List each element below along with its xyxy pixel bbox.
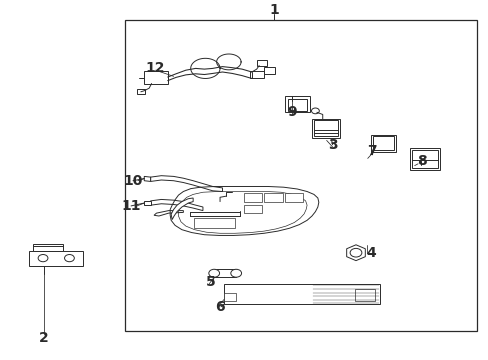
Polygon shape bbox=[150, 176, 222, 192]
Polygon shape bbox=[154, 211, 183, 216]
Text: 10: 10 bbox=[123, 174, 142, 188]
Polygon shape bbox=[144, 176, 150, 181]
Bar bbox=[243, 205, 262, 213]
Bar bbox=[370, 135, 395, 152]
Bar bbox=[243, 193, 262, 202]
Bar bbox=[354, 289, 374, 301]
Bar bbox=[411, 150, 437, 168]
Text: 7: 7 bbox=[366, 144, 376, 158]
Bar bbox=[284, 193, 303, 202]
Bar bbox=[124, 20, 476, 331]
Bar bbox=[264, 67, 274, 74]
Text: 4: 4 bbox=[366, 246, 376, 260]
Text: 9: 9 bbox=[287, 105, 297, 118]
Circle shape bbox=[208, 269, 219, 277]
Text: 2: 2 bbox=[39, 331, 49, 345]
Bar bbox=[256, 60, 266, 66]
Text: 11: 11 bbox=[121, 199, 141, 213]
Text: 3: 3 bbox=[327, 138, 337, 152]
Circle shape bbox=[64, 255, 74, 262]
Bar bbox=[193, 218, 235, 228]
Bar bbox=[33, 244, 62, 251]
Circle shape bbox=[349, 248, 361, 257]
Circle shape bbox=[38, 255, 48, 262]
Bar bbox=[250, 71, 264, 78]
Bar bbox=[311, 119, 340, 138]
Bar bbox=[224, 293, 236, 301]
Polygon shape bbox=[150, 199, 203, 211]
Bar bbox=[144, 71, 167, 84]
Text: 8: 8 bbox=[416, 154, 426, 168]
Bar bbox=[409, 148, 439, 170]
Bar bbox=[264, 193, 282, 202]
Bar bbox=[284, 96, 309, 112]
Text: 6: 6 bbox=[215, 300, 224, 314]
Polygon shape bbox=[171, 198, 193, 220]
Bar bbox=[137, 89, 144, 94]
Polygon shape bbox=[144, 201, 150, 205]
Text: 5: 5 bbox=[205, 275, 215, 288]
Bar bbox=[224, 284, 380, 304]
Polygon shape bbox=[346, 245, 365, 261]
Bar bbox=[372, 136, 393, 150]
Bar bbox=[29, 251, 83, 266]
Bar bbox=[313, 120, 338, 136]
Bar bbox=[214, 269, 236, 277]
Circle shape bbox=[230, 269, 241, 277]
Circle shape bbox=[311, 108, 319, 114]
Text: 12: 12 bbox=[145, 61, 165, 75]
Text: 1: 1 bbox=[268, 3, 278, 17]
Bar bbox=[287, 99, 306, 111]
